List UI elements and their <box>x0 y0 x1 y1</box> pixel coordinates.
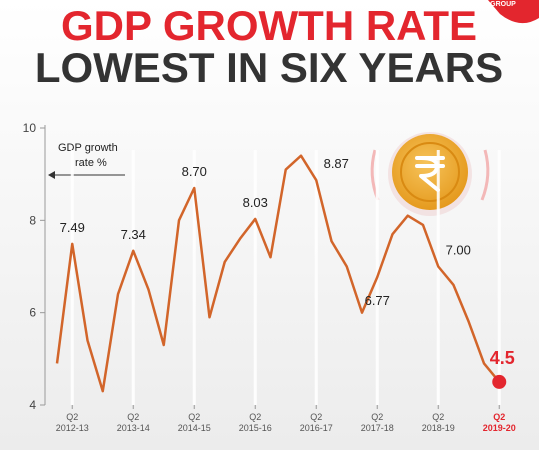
x-tick-label-line: Q2 <box>188 412 200 422</box>
x-tick-label: Q2 2016-17 <box>300 412 333 433</box>
title-line: LOWEST IN SIX YEARS <box>35 44 503 91</box>
x-tick-label-line: Q2 <box>432 412 444 422</box>
logo: GROUP <box>490 1 516 8</box>
x-tick-label-line: Q2 <box>127 412 139 422</box>
value-label: 8.03 <box>243 195 268 210</box>
x-tick-label: Q2 2014-15 <box>178 412 211 433</box>
x-tick-label-line: 2019-20 <box>483 423 516 433</box>
x-tick-label: Q2 2013-14 <box>117 412 150 433</box>
annotation: GDP growth <box>58 142 118 154</box>
x-tick-label-line: Q2 <box>66 412 78 422</box>
data-line <box>55 154 501 393</box>
coin-icon <box>370 132 490 216</box>
y-tick-label: 4 <box>29 398 36 412</box>
x-tick-label-line: 2018-19 <box>422 423 455 433</box>
x-tick-label: Q2 2018-19 <box>422 412 455 433</box>
logo-badge <box>488 0 539 24</box>
x-tick-label-line: Q2 <box>249 412 261 422</box>
annotation-arrowhead <box>48 171 55 179</box>
value-label: 7.00 <box>446 243 471 258</box>
y-tick-label: 6 <box>29 306 36 320</box>
x-tick-label-line: 2015-16 <box>239 423 272 433</box>
x-tick-label-line: Q2 <box>310 412 322 422</box>
x-tick-label: Q2 2015-16 <box>239 412 272 433</box>
x-tick-label: Q2 2019-20 <box>483 412 516 433</box>
value-label: 8.70 <box>182 164 207 179</box>
x-tick-label: Q2 2017-18 <box>361 412 394 433</box>
x-tick-label-line: 2013-14 <box>117 423 150 433</box>
title-line: GDP GROWTH RATE <box>61 2 477 49</box>
y-tick-label: 10 <box>23 121 37 135</box>
x-tick-label-line: 2016-17 <box>300 423 333 433</box>
x-tick-label-line: 2017-18 <box>361 423 394 433</box>
x-tick-label-line: 2014-15 <box>178 423 211 433</box>
y-tick-label: 8 <box>29 213 36 227</box>
value-label: 4.5 <box>490 348 515 368</box>
value-label: 7.49 <box>60 220 85 235</box>
value-label: 6.77 <box>365 293 390 308</box>
x-tick-label: Q2 2012-13 <box>56 412 89 433</box>
x-tick-label-line: Q2 <box>493 412 505 422</box>
x-tick-label-line: 2012-13 <box>56 423 89 433</box>
x-tick-label-line: Q2 <box>371 412 383 422</box>
value-label: 8.87 <box>324 156 349 171</box>
highlight-point <box>492 374 507 389</box>
annotation: rate % <box>75 157 107 169</box>
value-label: 7.34 <box>121 227 146 242</box>
